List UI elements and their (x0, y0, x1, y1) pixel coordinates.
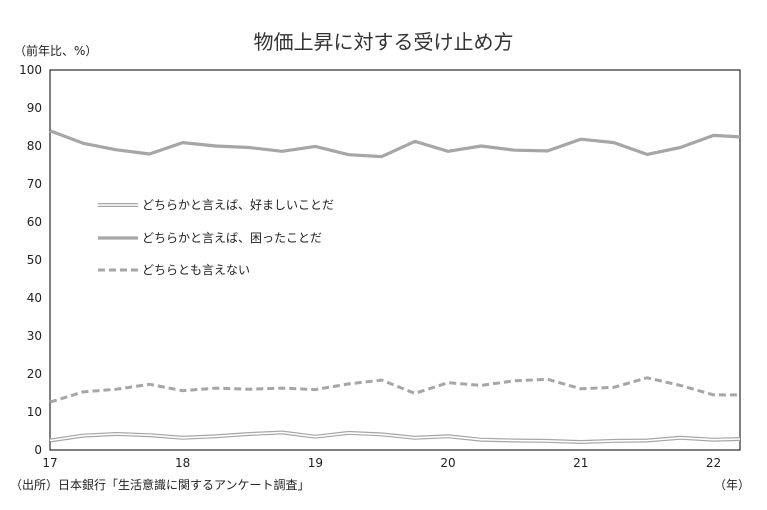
legend-entry-favorable: どちらかと言えば、好ましいことだ (98, 198, 334, 212)
y-tick-label: 60 (27, 215, 42, 229)
legend-entry-neutral: どちらとも言えない (98, 263, 250, 277)
legend-label: どちらとも言えない (142, 263, 250, 277)
x-tick-label: 20 (440, 456, 455, 470)
series-lines (49, 129, 741, 444)
x-tick-label: 18 (175, 456, 190, 470)
series-line-favorable-inner (49, 431, 741, 443)
y-tick-label: 10 (27, 405, 42, 419)
y-tick-label: 50 (27, 253, 42, 267)
x-axis-ticks: 17 18 19 20 21 22 (42, 456, 721, 470)
x-tick-label: 22 (706, 456, 721, 470)
legend-entry-troubled: どちらかと言えば、困ったことだ (98, 231, 322, 245)
y-tick-label: 70 (27, 177, 42, 191)
plot-frame (49, 69, 741, 451)
chart-title: 物価上昇に対する受け止め方 (253, 30, 514, 54)
x-tick-label: 21 (573, 456, 588, 470)
y-tick-label: 90 (27, 101, 42, 115)
y-tick-label: 20 (27, 367, 42, 381)
y-tick-label: 40 (27, 291, 42, 305)
y-tick-label: 100 (19, 63, 42, 77)
source-note: （出所）日本銀行「生活意識に関するアンケート調査」 (10, 478, 310, 492)
legend-label: どちらかと言えば、困ったことだ (142, 231, 322, 245)
series-line-neutral (49, 376, 740, 404)
y-tick-label: 30 (27, 329, 42, 343)
series-line-troubled (49, 129, 741, 159)
y-axis-unit: （前年比、%） (14, 44, 98, 58)
x-tick-label: 19 (308, 456, 323, 470)
y-axis-ticks: 0 10 20 30 40 50 60 70 80 90 100 (19, 63, 42, 457)
y-tick-label: 80 (27, 139, 42, 153)
legend-label: どちらかと言えば、好ましいことだ (142, 198, 334, 212)
x-tick-label: 17 (42, 456, 57, 470)
x-axis-unit: （年） (714, 478, 751, 492)
y-tick-label: 0 (34, 443, 42, 457)
